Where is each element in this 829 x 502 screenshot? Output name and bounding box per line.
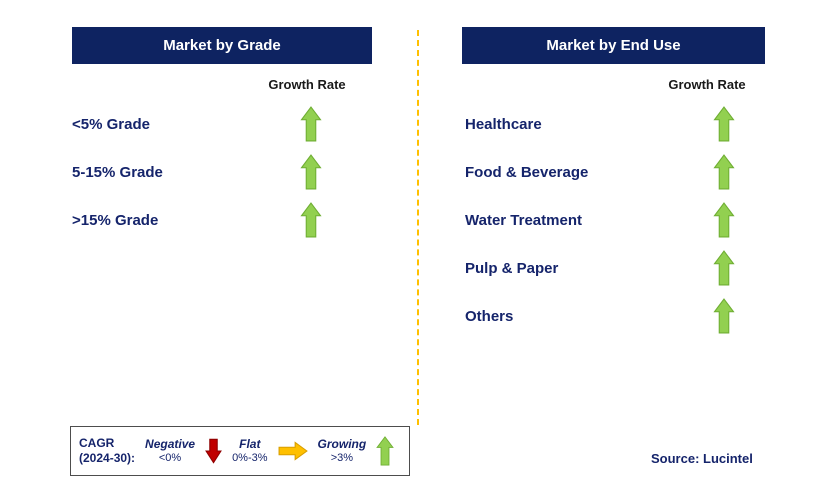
legend-title: CAGR (2024-30): <box>79 436 135 466</box>
segment-label-5-15-grade: 5-15% Grade <box>72 164 163 181</box>
legend-flat-range: 0%-3% <box>232 451 268 464</box>
up-arrow-icon <box>376 436 395 466</box>
up-arrow-icon <box>713 154 735 190</box>
source-attribution: Source: Lucintel <box>651 451 753 466</box>
up-arrow-icon <box>713 298 735 334</box>
legend-growing-range: >3% <box>330 451 354 464</box>
legend-title-line1: CAGR <box>79 436 115 450</box>
legend-item-growing: Growing >3% <box>318 437 367 465</box>
cagr-legend: CAGR (2024-30): Negative <0% Flat 0%-3% … <box>70 426 410 476</box>
up-arrow-icon <box>713 250 735 286</box>
segment-label-pulp-paper: Pulp & Paper <box>465 260 559 277</box>
growth-rate-label-right: Growth Rate <box>668 77 746 92</box>
panel-header-market-by-end-use: Market by End Use <box>462 27 765 64</box>
legend-negative-range: <0% <box>158 451 182 464</box>
up-arrow-icon <box>300 106 322 142</box>
up-arrow-icon <box>713 106 735 142</box>
segment-label-water-treatment: Water Treatment <box>465 212 582 229</box>
legend-negative-label: Negative <box>145 437 196 452</box>
segment-label-food-beverage: Food & Beverage <box>465 164 589 181</box>
up-arrow-icon <box>376 436 395 466</box>
down-arrow-icon <box>205 438 222 464</box>
legend-item-flat: Flat 0%-3% <box>232 437 267 465</box>
legend-flat-label: Flat <box>239 437 261 452</box>
up-arrow-icon <box>713 202 735 238</box>
right-arrow-icon <box>278 441 308 461</box>
up-arrow-icon <box>300 106 322 142</box>
up-arrow-icon <box>300 202 322 238</box>
down-arrow-icon <box>205 438 222 464</box>
growth-rate-label-left: Growth Rate <box>268 77 346 92</box>
up-arrow-icon <box>713 106 735 142</box>
legend-growing-label: Growing <box>317 437 367 452</box>
up-arrow-icon <box>300 154 322 190</box>
segment-label-healthcare: Healthcare <box>465 116 542 133</box>
segment-label-under-5-grade: <5% Grade <box>72 116 150 133</box>
right-arrow-icon <box>278 441 308 461</box>
legend-item-negative: Negative <0% <box>145 437 195 465</box>
up-arrow-icon <box>300 154 322 190</box>
up-arrow-icon <box>300 202 322 238</box>
segment-label-over-15-grade: >15% Grade <box>72 212 159 229</box>
up-arrow-icon <box>713 298 735 334</box>
up-arrow-icon <box>713 154 735 190</box>
dashed-divider-line <box>417 30 419 425</box>
up-arrow-icon <box>713 202 735 238</box>
segment-label-others: Others <box>465 308 514 325</box>
legend-title-line2: (2024-30): <box>79 451 136 465</box>
up-arrow-icon <box>713 250 735 286</box>
panel-header-market-by-grade: Market by Grade <box>72 27 372 64</box>
